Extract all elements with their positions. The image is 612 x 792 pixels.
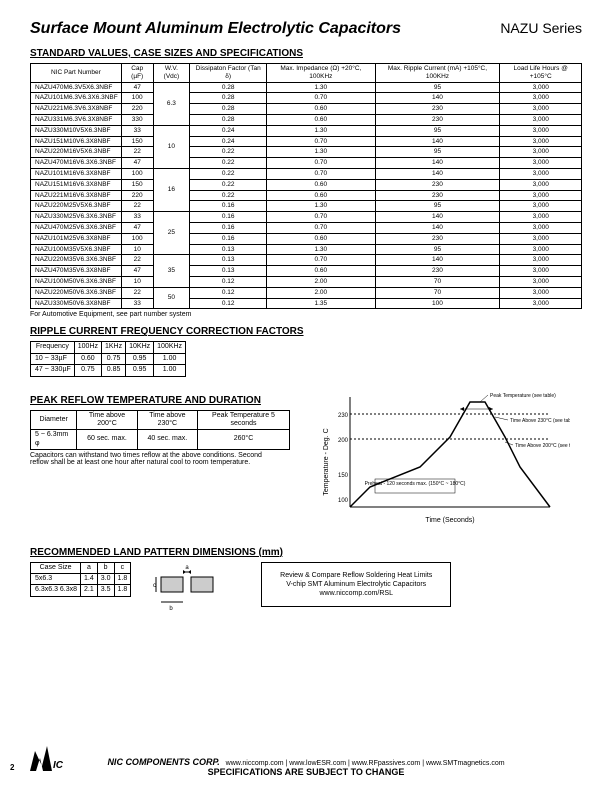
- page-number: 2: [10, 763, 14, 772]
- svg-text:100: 100: [338, 498, 349, 504]
- section1-note: For Automotive Equipment, see part numbe…: [30, 311, 582, 318]
- svg-text:230: 230: [338, 413, 349, 419]
- reflow-chart: Temperature - Deg. C 100 150 200 230 Pea…: [320, 387, 570, 537]
- svg-text:150: 150: [338, 473, 349, 479]
- series-label: NAZU Series: [500, 20, 582, 36]
- page-title: Surface Mount Aluminum Electrolytic Capa…: [30, 20, 401, 38]
- svg-text:Time (Seconds): Time (Seconds): [425, 517, 474, 524]
- footer-disclaimer: SPECIFICATIONS ARE SUBJECT TO CHANGE: [30, 767, 582, 777]
- footer-links: www.niccomp.com | www.lowESR.com | www.R…: [226, 760, 505, 767]
- section1-title: STANDARD VALUES, CASE SIZES AND SPECIFIC…: [30, 48, 582, 59]
- svg-text:c: c: [153, 583, 156, 589]
- footer-corp: NIC COMPONENTS CORP.: [107, 757, 219, 767]
- land-pattern-diagram: a c b: [151, 562, 241, 612]
- section2-title: RIPPLE CURRENT FREQUENCY CORRECTION FACT…: [30, 326, 582, 337]
- svg-text:a: a: [186, 565, 190, 571]
- svg-text:Time Above 230°C (see table): Time Above 230°C (see table): [510, 418, 570, 424]
- svg-text:200: 200: [338, 438, 349, 444]
- svg-text:b: b: [170, 606, 174, 612]
- ripple-table: Frequency100Hz1KHz10KHz100KHz10 ~ 33µF0.…: [30, 341, 186, 376]
- section3-title: PEAK REFLOW TEMPERATURE AND DURATION: [30, 395, 290, 406]
- link-box: Review & Compare Reflow Soldering Heat L…: [261, 562, 451, 607]
- linkbox-line2: V-chip SMT Aluminum Electrolytic Capacit…: [270, 580, 442, 589]
- reflow-table: DiameterTime above 200°CTime above 230°C…: [30, 410, 290, 451]
- spec-table: NIC Part NumberCap (µF)W.V. (Vdc)Dissipa…: [30, 63, 582, 309]
- linkbox-url: www.niccomp.com/RSL: [270, 589, 442, 598]
- pattern-table: Case Sizeabc5x6.31.43.01.86.3x6.3 6.3x82…: [30, 562, 131, 597]
- svg-text:Temperature - Deg. C: Temperature - Deg. C: [323, 428, 330, 495]
- section4-title: RECOMMENDED LAND PATTERN DIMENSIONS (mm): [30, 547, 582, 558]
- section3-note: Capacitors can withstand two times reflo…: [30, 452, 280, 466]
- svg-text:Preheat - 120 seconds max. (15: Preheat - 120 seconds max. (150°C ~ 180°…: [365, 481, 466, 487]
- svg-text:Time Above 200°C (see table): Time Above 200°C (see table): [515, 443, 570, 449]
- svg-text:Peak Temperature (see table): Peak Temperature (see table): [490, 393, 556, 399]
- linkbox-line1: Review & Compare Reflow Soldering Heat L…: [270, 571, 442, 580]
